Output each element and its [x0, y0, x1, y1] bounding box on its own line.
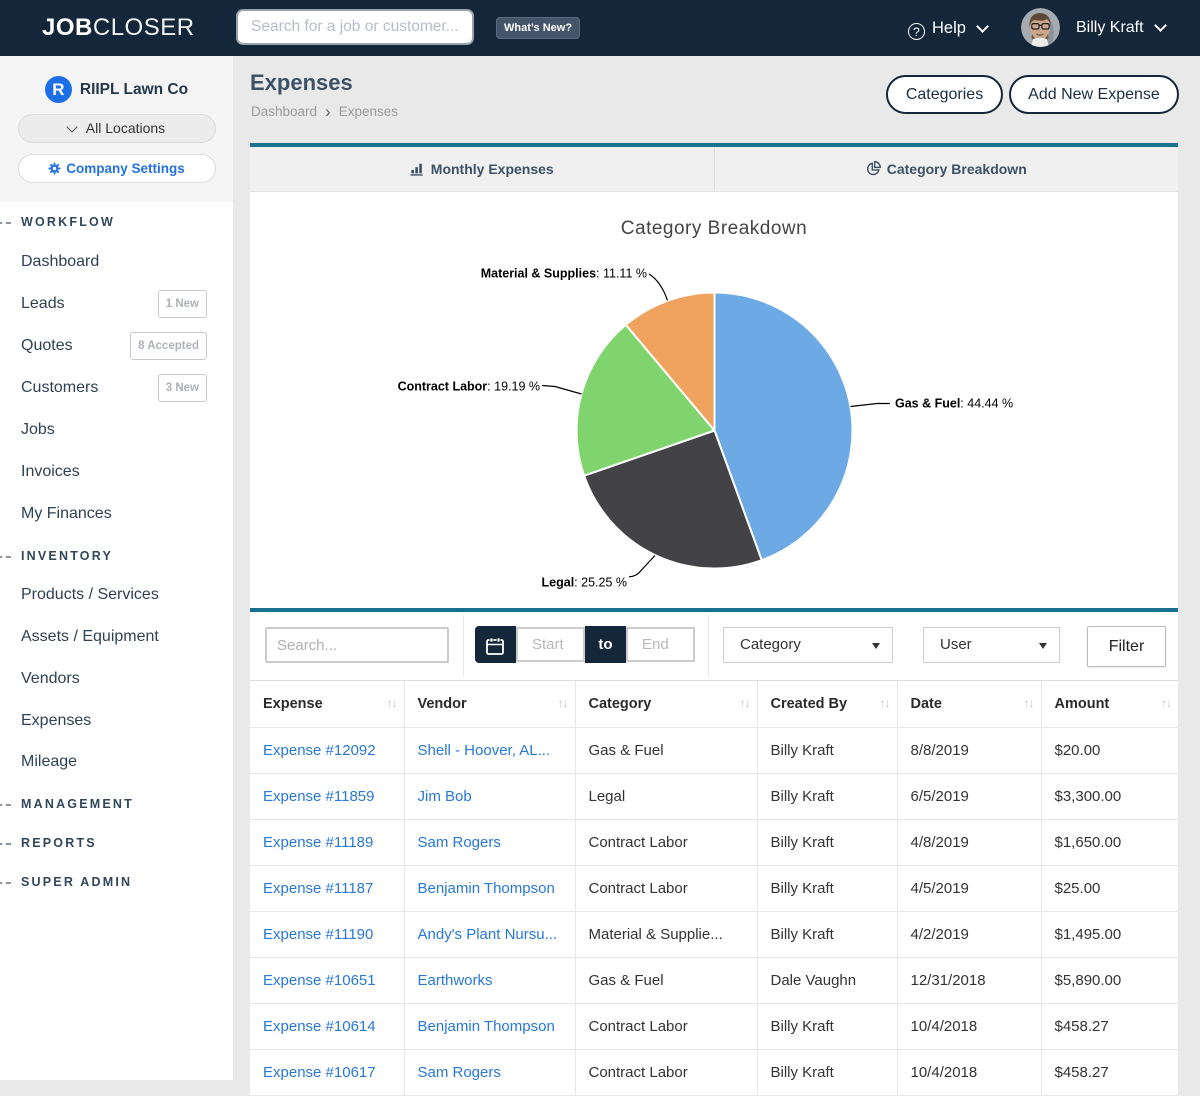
- svg-text:Legal: 25.25 %: Legal: 25.25 %: [542, 576, 627, 590]
- svg-text:Gas & Fuel: 44.44 %: Gas & Fuel: 44.44 %: [895, 397, 1013, 411]
- svg-text:Material & Supplies: 11.11 %: Material & Supplies: 11.11 %: [481, 267, 647, 281]
- svg-text:Contract Labor: 19.19 %: Contract Labor: 19.19 %: [398, 380, 540, 394]
- svg-text:Category Breakdown: Category Breakdown: [621, 218, 807, 239]
